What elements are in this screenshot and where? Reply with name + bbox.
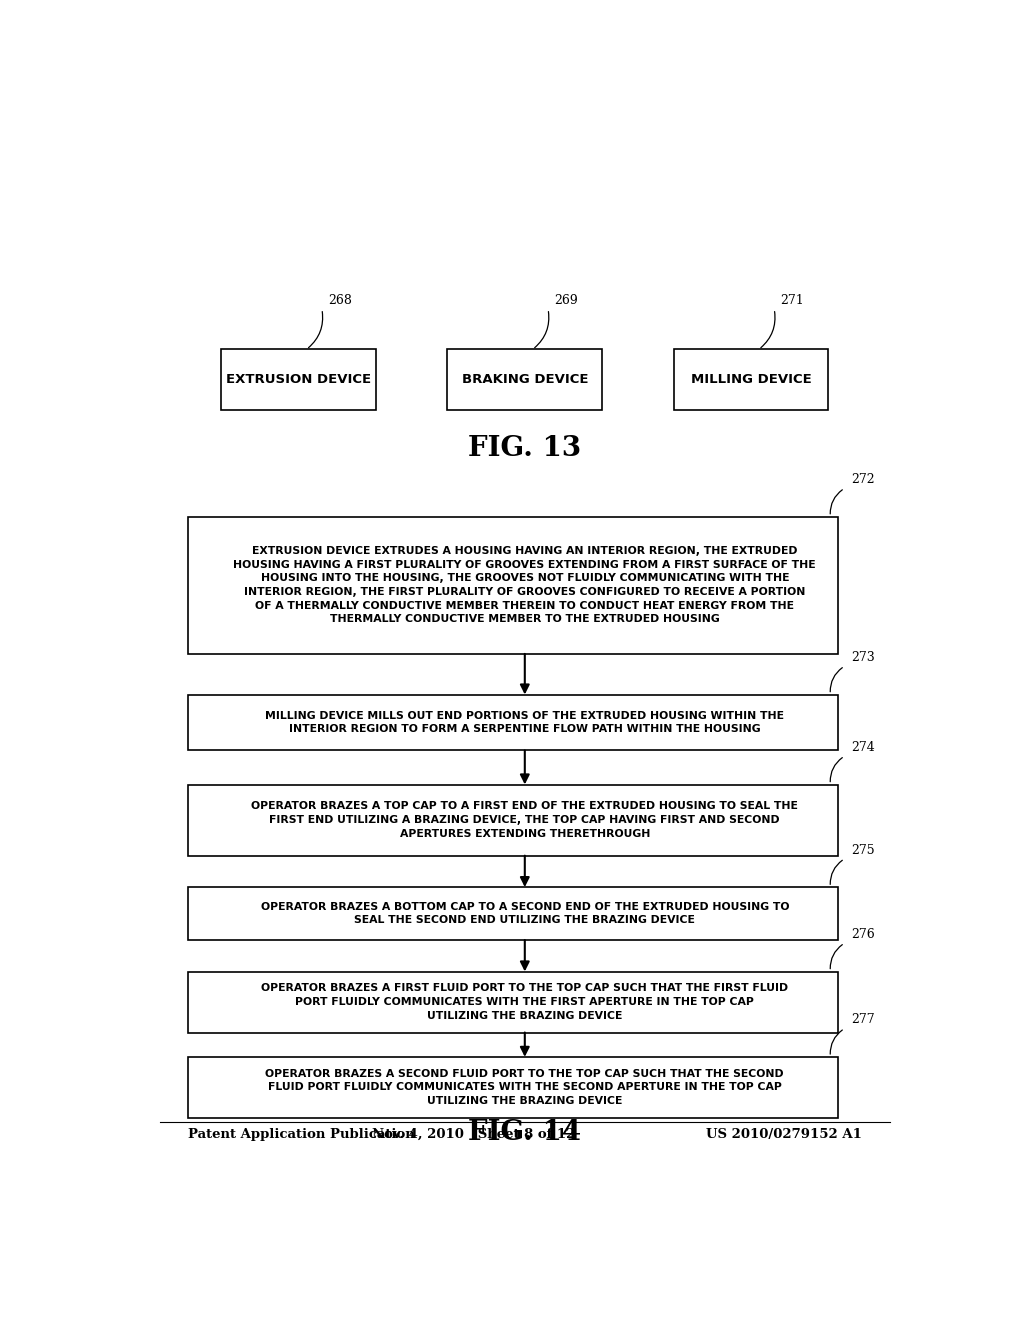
- Text: 269: 269: [554, 294, 579, 306]
- Text: OPERATOR BRAZES A BOTTOM CAP TO A SECOND END OF THE EXTRUDED HOUSING TO
SEAL THE: OPERATOR BRAZES A BOTTOM CAP TO A SECOND…: [260, 902, 790, 925]
- Text: BRAKING DEVICE: BRAKING DEVICE: [462, 374, 588, 387]
- Text: US 2010/0279152 A1: US 2010/0279152 A1: [707, 1127, 862, 1140]
- Bar: [187, 516, 839, 653]
- Bar: [187, 887, 839, 940]
- Text: 268: 268: [328, 294, 352, 306]
- Text: 275: 275: [851, 843, 874, 857]
- Text: 277: 277: [851, 1014, 874, 1027]
- Bar: [447, 350, 602, 411]
- Bar: [221, 350, 376, 411]
- Text: 272: 272: [851, 473, 874, 486]
- Text: FIG. 14: FIG. 14: [468, 1118, 582, 1146]
- Text: EXTRUSION DEVICE: EXTRUSION DEVICE: [226, 374, 371, 387]
- Text: OPERATOR BRAZES A SECOND FLUID PORT TO THE TOP CAP SUCH THAT THE SECOND
FLUID PO: OPERATOR BRAZES A SECOND FLUID PORT TO T…: [265, 1069, 784, 1106]
- Text: 274: 274: [851, 741, 874, 754]
- Bar: [187, 784, 839, 855]
- Text: MILLING DEVICE: MILLING DEVICE: [690, 374, 811, 387]
- Text: OPERATOR BRAZES A TOP CAP TO A FIRST END OF THE EXTRUDED HOUSING TO SEAL THE
FIR: OPERATOR BRAZES A TOP CAP TO A FIRST END…: [251, 801, 799, 838]
- Bar: [187, 972, 839, 1032]
- Bar: [674, 350, 828, 411]
- Text: MILLING DEVICE MILLS OUT END PORTIONS OF THE EXTRUDED HOUSING WITHIN THE
INTERIO: MILLING DEVICE MILLS OUT END PORTIONS OF…: [265, 710, 784, 734]
- Bar: [187, 694, 839, 751]
- Bar: [187, 1057, 839, 1118]
- Text: Nov. 4, 2010   Sheet 8 of 12: Nov. 4, 2010 Sheet 8 of 12: [372, 1127, 574, 1140]
- Text: 276: 276: [851, 928, 874, 941]
- Text: FIG. 13: FIG. 13: [468, 434, 582, 462]
- Text: 273: 273: [851, 651, 874, 664]
- Text: Patent Application Publication: Patent Application Publication: [187, 1127, 415, 1140]
- Text: 271: 271: [780, 294, 804, 306]
- Text: OPERATOR BRAZES A FIRST FLUID PORT TO THE TOP CAP SUCH THAT THE FIRST FLUID
PORT: OPERATOR BRAZES A FIRST FLUID PORT TO TH…: [261, 983, 788, 1020]
- Text: EXTRUSION DEVICE EXTRUDES A HOUSING HAVING AN INTERIOR REGION, THE EXTRUDED
HOUS: EXTRUSION DEVICE EXTRUDES A HOUSING HAVI…: [233, 546, 816, 624]
